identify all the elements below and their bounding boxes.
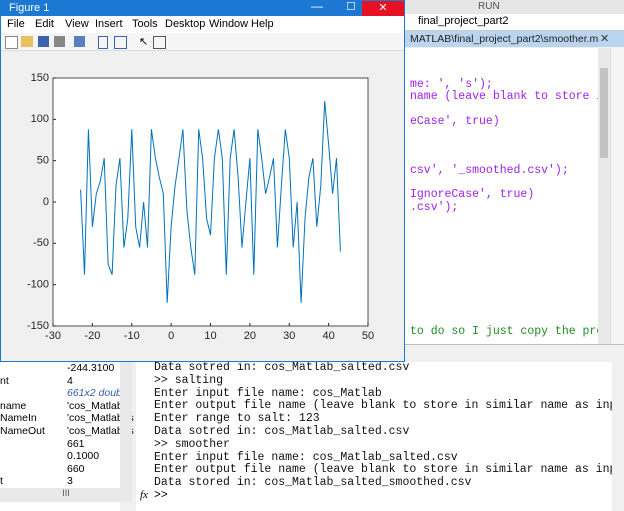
command-line: Enter input file name: cos_Matlab_salted…: [154, 450, 458, 464]
command-line: Data sotred in: cos_Matlab_salted.csv: [154, 425, 410, 438]
prompt[interactable]: >>: [154, 489, 168, 502]
y-tick-label: 0: [43, 196, 49, 208]
x-tick-label: 50: [362, 330, 374, 342]
splitter: [405, 344, 624, 363]
editor-scrollbar[interactable]: [598, 48, 610, 344]
x-tick-label: -10: [124, 330, 140, 342]
prompt-icon[interactable]: fx: [140, 489, 148, 501]
code-line: .csv');: [410, 201, 459, 214]
y-tick-label: -100: [27, 279, 49, 291]
command-scrollbar[interactable]: [612, 362, 624, 511]
x-tick-label: 40: [323, 330, 335, 342]
new-icon[interactable]: [5, 36, 18, 49]
menu-item[interactable]: Insert: [95, 18, 123, 30]
code-area: me: ', 's');name (leave blank to store i…: [405, 48, 624, 344]
close-figure[interactable]: ✕: [362, 1, 404, 16]
menu-item[interactable]: View: [65, 18, 89, 30]
menu-item[interactable]: File: [7, 18, 25, 30]
open-icon[interactable]: [21, 36, 33, 47]
x-tick-label: -20: [84, 330, 100, 342]
menu-item[interactable]: Edit: [35, 18, 54, 30]
side-panel: [610, 48, 624, 344]
workspace-hscroll[interactable]: III: [0, 488, 132, 502]
variable-value: 660: [67, 462, 85, 475]
y-tick-label: 100: [31, 113, 49, 125]
code-line: to do so I just copy the process: [410, 325, 624, 338]
y-tick-label: 150: [31, 72, 49, 84]
variable-value: 3: [67, 475, 73, 488]
command-line: Enter output file name (leave blank to s…: [154, 463, 624, 477]
figure-titlebar: [1, 1, 404, 16]
variable-name: NameIn: [0, 412, 37, 425]
address-bar: [405, 14, 624, 31]
folder-name[interactable]: final_project_part2: [418, 15, 509, 27]
run-tab[interactable]: RUN: [478, 1, 500, 12]
print-icon[interactable]: [54, 36, 65, 47]
code-line: me: ', 's');: [410, 78, 493, 91]
command-line: Data stored in: cos_Matlab_salted_smooth…: [154, 476, 472, 490]
x-tick-label: 0: [168, 330, 174, 342]
toolbar: ↖: [1, 33, 404, 51]
close-editor[interactable]: ✕: [600, 33, 610, 45]
variable-value: 'cos_Matlab.c: [67, 399, 131, 412]
variable-name: NameOut: [0, 425, 45, 437]
x-tick-label: -30: [45, 330, 61, 342]
colorbar-icon[interactable]: [98, 36, 108, 49]
editor-titlebar: [405, 31, 624, 47]
x-tick-label: 20: [244, 330, 256, 342]
command-line: Enter input file name: cos_Matlab: [154, 386, 382, 400]
figure-title: Figure 1: [9, 2, 50, 14]
y-tick-label: -50: [33, 237, 49, 249]
code-line: IgnoreCase', true): [410, 188, 535, 201]
inspector-icon[interactable]: [153, 36, 166, 49]
data-line: [80, 101, 341, 303]
toolstrip: [405, 0, 624, 14]
pointer-icon[interactable]: ↖: [139, 36, 149, 48]
minimize[interactable]: —: [311, 0, 323, 13]
command-line: Enter output file name (leave blank to s…: [154, 399, 624, 413]
variable-name: nt: [0, 374, 9, 387]
variable-value: 661x2 double: [67, 387, 131, 400]
command-line: >> smoother: [154, 437, 230, 451]
variable-value: 661: [67, 437, 85, 450]
variable-value: -244.3100: [67, 362, 115, 374]
link-icon[interactable]: [74, 36, 85, 47]
y-tick-label: 50: [37, 155, 49, 167]
editor-path: MATLAB\final_project_part2\smoother.m: [410, 33, 599, 45]
x-tick-label: 10: [204, 330, 216, 342]
figure-window: Figure 1 — ☐ ✕ File Edit View Insert Tools De…: [0, 0, 405, 362]
variable-name: name: [0, 399, 27, 412]
command-line: >> salting: [154, 373, 224, 387]
menu-item[interactable]: Help: [251, 18, 274, 30]
legend-icon[interactable]: [114, 36, 127, 49]
y-tick-label: -150: [27, 320, 49, 332]
code-line: name (leave blank to store in simila: [410, 90, 624, 103]
command-window: Data sotred in: cos_Matlab_salted.csv >> …: [136, 361, 624, 511]
maximize[interactable]: ☐: [346, 1, 356, 13]
axes-background: [52, 77, 369, 327]
menu-item[interactable]: Window: [209, 18, 249, 30]
code-line: eCase', true): [410, 115, 500, 128]
workspace-scrollbar[interactable]: [120, 362, 132, 488]
code-line: csv', '_smoothed.csv');: [410, 164, 569, 177]
variable-value: 'cos_Matlab_s: [67, 425, 134, 437]
x-tick-label: 30: [283, 330, 295, 342]
workspace: -244.3100 nt 4 661x2 double name 'cos_Matlab.…: [0, 362, 134, 511]
variable-name: t: [0, 475, 3, 488]
command-line: Enter range to salt: 123: [154, 412, 320, 426]
variable-value: 0.1000: [67, 450, 100, 463]
command-line: Data sotred in: cos_Matlab_salted.csv: [154, 361, 410, 374]
menu-item[interactable]: Desktop: [165, 18, 206, 30]
menu-bar: File Edit View Insert Tools Desktop Window Help: [1, 16, 404, 33]
variable-value: 4: [67, 374, 73, 387]
save-icon[interactable]: [38, 36, 49, 47]
menu-item[interactable]: Tools: [132, 18, 158, 30]
variable-value: 'cos_Matlab_s: [67, 412, 134, 425]
